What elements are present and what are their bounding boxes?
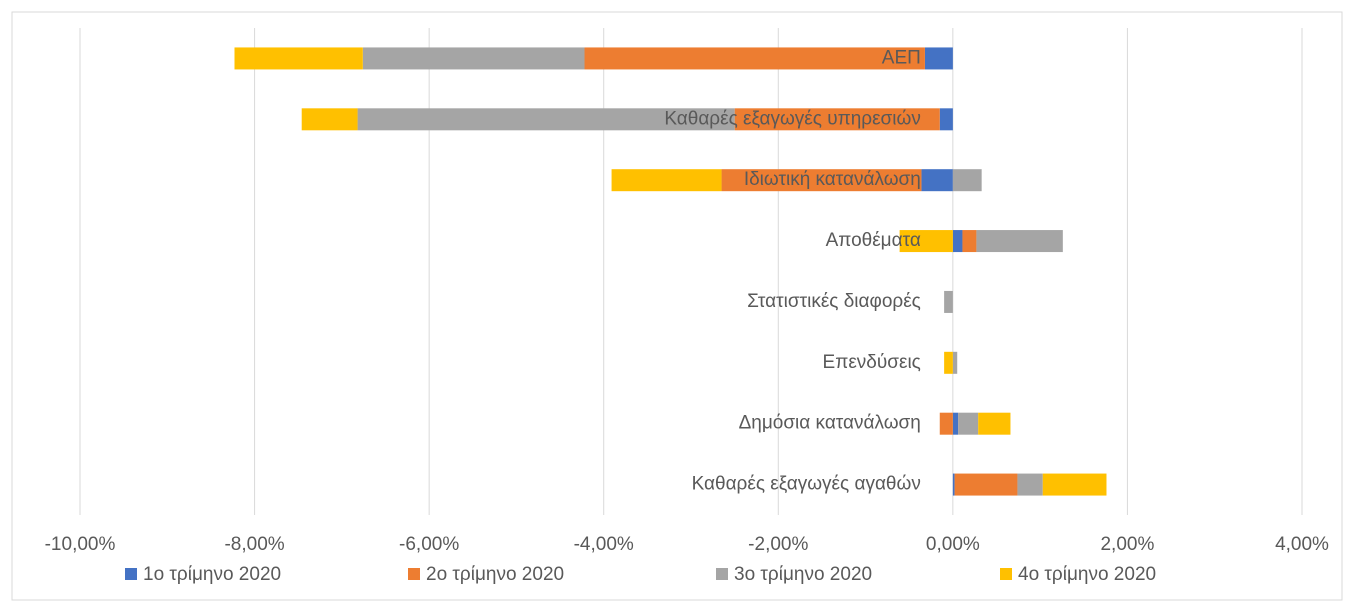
bar-segment <box>301 108 358 131</box>
category-label: Δημόσια κατανάλωση <box>739 413 921 434</box>
x-tick-label: -10,00% <box>45 534 116 555</box>
x-tick-label: 2,00% <box>1100 534 1154 555</box>
bar-segment <box>611 169 722 192</box>
bar-segment <box>962 230 977 253</box>
bar-segment <box>584 47 925 70</box>
x-tick-label: -4,00% <box>574 534 634 555</box>
bar-segment <box>952 412 959 435</box>
bar-segment <box>958 412 979 435</box>
legend-swatch <box>716 568 728 580</box>
bar-segment <box>924 47 953 70</box>
bar-segment <box>939 412 953 435</box>
bar-segment <box>362 47 585 70</box>
x-tick-label: 0,00% <box>926 534 980 555</box>
bar-segment <box>1017 473 1043 496</box>
legend-label: 1ο τρίμηνο 2020 <box>143 564 281 585</box>
legend-label: 3ο τρίμηνο 2020 <box>734 564 872 585</box>
bar-segment <box>899 230 953 253</box>
bar-segment <box>978 412 1011 435</box>
bar-segment <box>234 47 363 70</box>
category-label: ΑΕΠ <box>882 47 921 68</box>
bar-segment <box>734 108 940 131</box>
bar-segment <box>952 351 958 374</box>
x-tick-label: -6,00% <box>399 534 459 555</box>
legend-label: 4ο τρίμηνο 2020 <box>1018 564 1156 585</box>
x-tick-label: -2,00% <box>748 534 808 555</box>
legend-label: 2ο τρίμηνο 2020 <box>426 564 564 585</box>
category-label: Ιδιωτική κατανάλωση <box>744 169 921 190</box>
bar-segment <box>952 169 982 192</box>
bar-segment <box>939 108 953 131</box>
chart-frame <box>11 11 1343 601</box>
category-label: Καθαρές εξαγωγές υπηρεσιών <box>664 108 921 129</box>
x-tick-label: 4,00% <box>1275 534 1329 555</box>
legend-swatch <box>408 568 420 580</box>
bar-segment <box>976 230 1063 253</box>
bar-segment <box>921 169 953 192</box>
bar-segment <box>357 108 735 131</box>
category-label: Στατιστικές διαφορές <box>747 291 921 312</box>
bar-segment <box>952 473 955 496</box>
category-label: Επενδύσεις <box>823 352 921 373</box>
bar-segment <box>952 230 963 253</box>
bar-segment <box>1042 473 1107 496</box>
bar-segment <box>944 290 953 313</box>
x-tick-label: -8,00% <box>224 534 284 555</box>
bar-segment <box>721 169 922 192</box>
category-label: Αποθέματα <box>826 230 921 251</box>
category-label: Καθαρές εξαγωγές αγαθών <box>692 474 921 495</box>
legend-swatch <box>125 568 137 580</box>
legend-swatch <box>1000 568 1012 580</box>
bar-segment <box>944 351 953 374</box>
bar-segment <box>954 473 1018 496</box>
